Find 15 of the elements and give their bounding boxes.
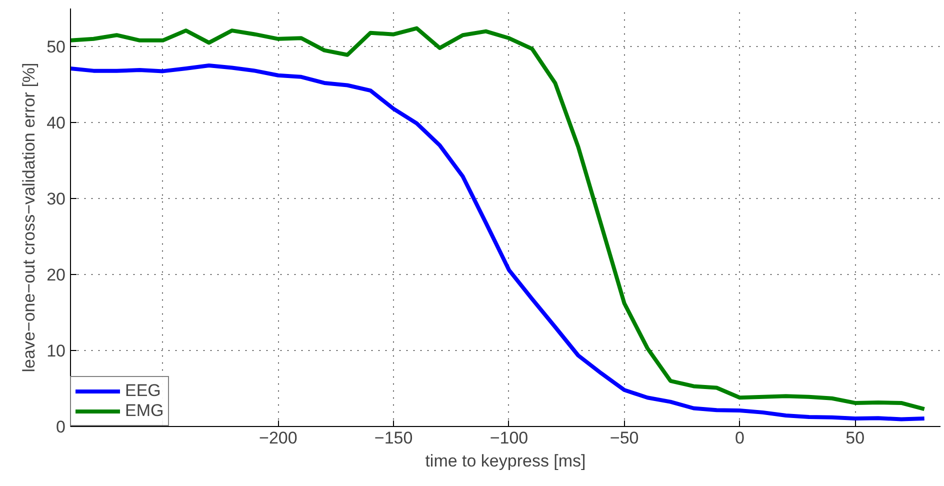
y-tick-label: 20 (46, 266, 66, 284)
x-tick-label: 0 (735, 428, 744, 448)
y-tick-label: 30 (46, 190, 66, 208)
x-axis-title: time to keypress [ms] (425, 452, 586, 470)
x-tick-label: −50 (610, 428, 639, 448)
x-tick-label: 50 (846, 428, 865, 448)
y-tick-label: 50 (46, 38, 66, 56)
legend-label: EMG (125, 401, 164, 421)
x-tick-label: −100 (490, 428, 528, 448)
y-tick-label: 10 (46, 342, 66, 360)
legend-label: EEG (125, 381, 161, 401)
x-tick-label: −150 (374, 428, 413, 448)
y-tick-label: 40 (46, 114, 66, 132)
y-axis-title: leave−one−out cross−validation error [%] (20, 62, 39, 372)
x-tick-label: −200 (259, 428, 298, 448)
